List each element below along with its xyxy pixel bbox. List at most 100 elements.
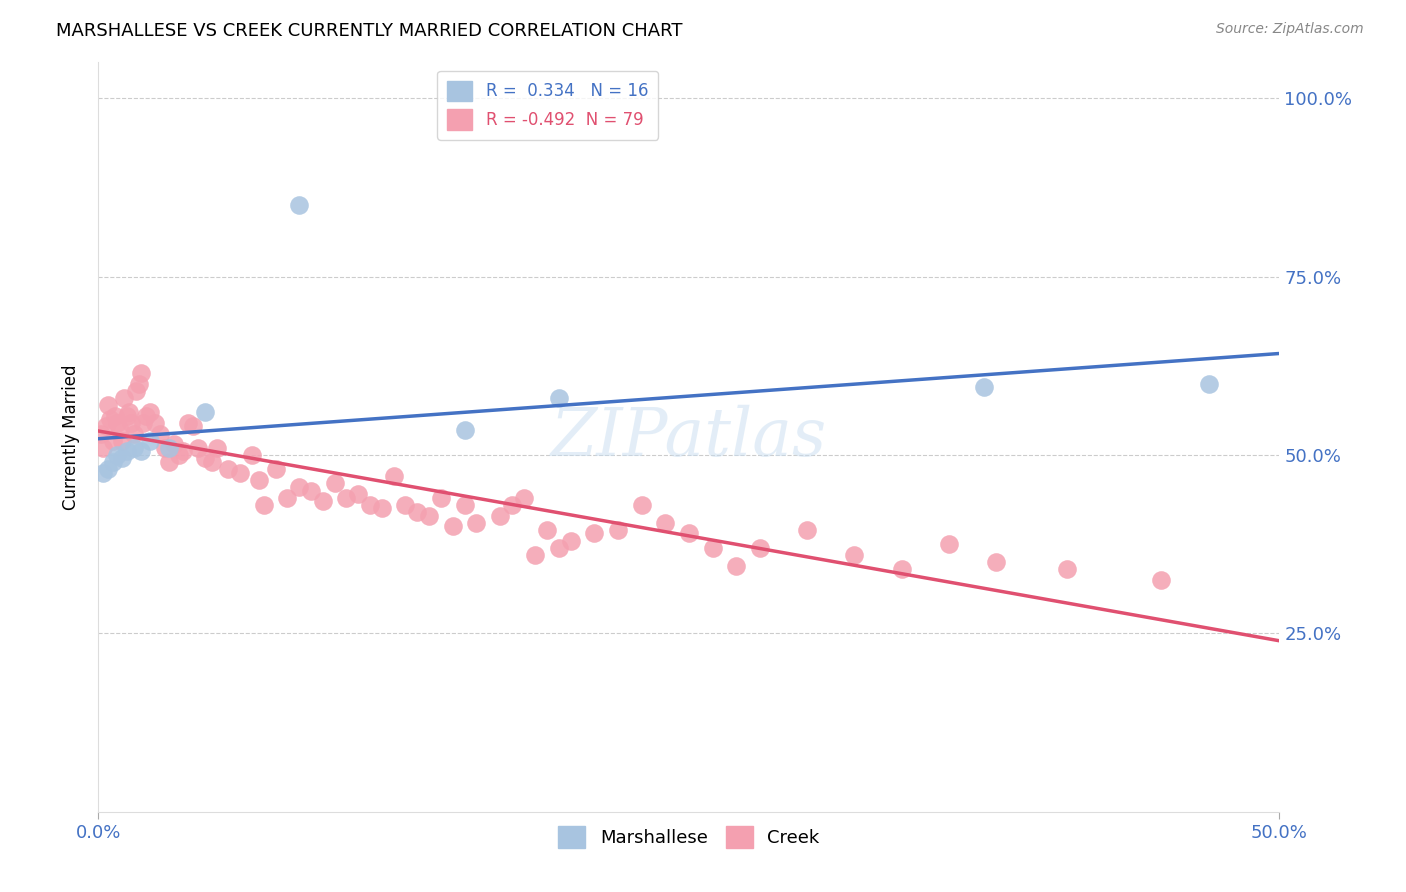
Point [101,434,124,448]
Point [91,466,114,480]
Point [607,523,630,537]
Point [229,466,252,480]
Point [90,426,112,441]
Point [121,416,143,430]
Point [112,391,135,405]
Point [104,409,127,423]
Point [1150,573,1173,587]
Point [702,541,724,555]
Point [167,448,190,462]
Point [371,501,394,516]
Point [501,498,523,512]
Point [172,444,194,458]
Point [201,455,224,469]
Point [453,498,475,512]
Point [347,487,370,501]
Point [139,434,162,448]
Point [441,519,464,533]
Point [844,548,866,562]
Point [288,198,311,212]
Point [725,558,748,573]
Point [139,405,162,419]
Point [163,437,186,451]
Point [135,409,157,423]
Point [129,444,152,458]
Point [157,441,180,455]
Point [430,491,453,505]
Point [187,441,209,455]
Point [153,441,176,455]
Point [288,480,311,494]
Point [108,423,131,437]
Point [630,498,652,512]
Point [115,409,138,423]
Point [91,441,114,455]
Point [418,508,440,523]
Point [335,491,357,505]
Point [129,366,152,380]
Point [299,483,322,498]
Point [394,498,416,512]
Point [489,508,512,523]
Point [359,498,381,512]
Point [247,473,270,487]
Text: ZIPatlas: ZIPatlas [551,404,827,470]
Point [382,469,405,483]
Point [654,516,676,530]
Point [115,444,138,458]
Point [796,523,818,537]
Text: MARSHALLESE VS CREEK CURRENTLY MARRIED CORRELATION CHART: MARSHALLESE VS CREEK CURRENTLY MARRIED C… [56,22,683,40]
Point [177,416,200,430]
Point [125,384,148,398]
Point [122,426,145,441]
Point [512,491,534,505]
Point [276,491,298,505]
Point [323,476,346,491]
Text: Source: ZipAtlas.com: Source: ZipAtlas.com [1216,22,1364,37]
Point [536,523,558,537]
Point [984,555,1007,569]
Point [548,391,571,405]
Point [94,419,117,434]
Point [560,533,582,548]
Point [132,416,155,430]
Point [312,494,335,508]
Point [105,448,128,462]
Point [1056,562,1078,576]
Point [406,505,429,519]
Point [973,380,995,394]
Point [111,451,134,466]
Point [678,526,700,541]
Point [111,434,134,448]
Point [548,541,571,555]
Point [240,448,263,462]
Point [149,426,172,441]
Point [205,441,228,455]
Y-axis label: Currently Married: Currently Married [62,364,80,510]
Point [583,526,606,541]
Point [128,376,150,391]
Point [748,541,770,555]
Point [1198,376,1220,391]
Point [194,451,217,466]
Point [890,562,912,576]
Point [97,462,120,476]
Point [264,462,287,476]
Point [122,441,145,455]
Point [194,405,217,419]
Point [157,455,180,469]
Legend: Marshallese, Creek: Marshallese, Creek [551,819,827,855]
Point [453,423,475,437]
Point [181,419,204,434]
Point [217,462,239,476]
Point [98,412,121,426]
Point [524,548,547,562]
Point [105,416,128,430]
Point [465,516,488,530]
Point [97,398,120,412]
Point [253,498,276,512]
Point [101,455,124,469]
Point [143,416,166,430]
Point [938,537,960,551]
Point [118,405,141,419]
